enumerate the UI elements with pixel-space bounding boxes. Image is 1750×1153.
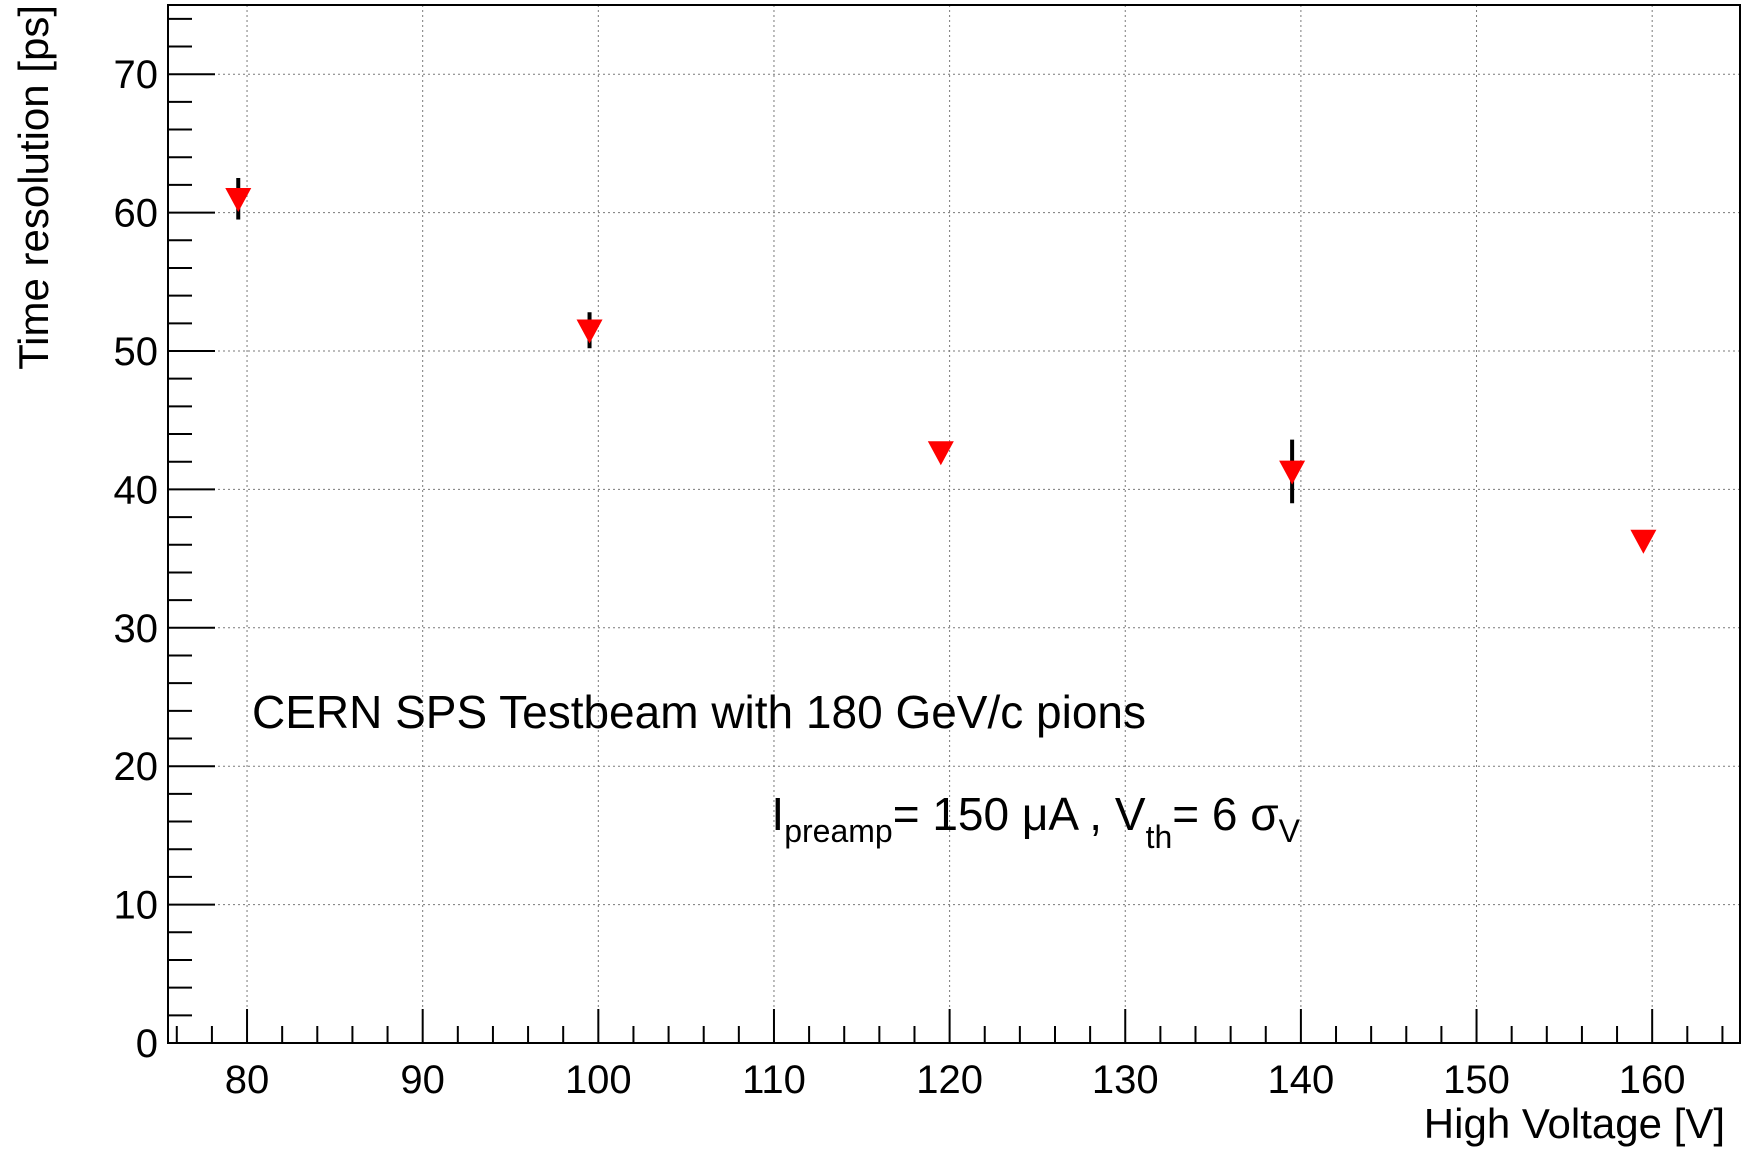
i-symbol: I	[771, 788, 784, 840]
plot-frame	[167, 4, 1741, 1044]
data-points	[225, 178, 1657, 554]
y-tick-label: 40	[114, 468, 159, 512]
x-tick-label: 120	[916, 1058, 983, 1102]
v-symbol: V	[1115, 788, 1146, 840]
x-tick-labels: 80 90 100 110 120 130 140 150 160	[225, 1058, 1686, 1102]
data-point-marker	[1630, 529, 1657, 554]
axis-ticks	[168, 17, 1724, 1044]
x-tick-label: 100	[565, 1058, 632, 1102]
y-tick-labels: 0 10 20 30 40 50 60 70	[114, 53, 159, 1066]
x-tick-label: 150	[1443, 1058, 1510, 1102]
v-value: = 6 σ	[1172, 788, 1278, 840]
grid	[168, 5, 1740, 1043]
y-tick-label: 20	[114, 745, 159, 789]
y-tick-label: 30	[114, 607, 159, 651]
sigma-subscript: V	[1279, 813, 1301, 849]
x-tick-label: 90	[400, 1058, 445, 1102]
y-axis-title: Time resolution [ps]	[10, 5, 57, 370]
y-tick-label: 70	[114, 53, 159, 97]
x-tick-label: 160	[1619, 1058, 1686, 1102]
x-tick-label: 80	[225, 1058, 270, 1102]
x-axis-title: High Voltage [V]	[1424, 1100, 1725, 1147]
data-point-marker	[225, 187, 252, 212]
x-tick-label: 110	[742, 1058, 806, 1102]
data-point-marker	[1279, 460, 1306, 485]
data-point-marker	[927, 441, 954, 466]
data-point-marker	[576, 319, 603, 344]
x-tick-label: 140	[1268, 1058, 1335, 1102]
annotation-testbeam: CERN SPS Testbeam with 180 GeV/c pions	[252, 686, 1146, 738]
i-value: = 150 μA ,	[893, 788, 1115, 840]
x-tick-label: 130	[1092, 1058, 1159, 1102]
y-tick-label: 10	[114, 884, 159, 928]
y-tick-label: 60	[114, 192, 159, 236]
annotation-settings: Ipreamp= 150 μA , Vth= 6 σV	[771, 788, 1300, 855]
y-tick-label: 0	[136, 1022, 158, 1066]
i-subscript: preamp	[784, 813, 893, 849]
y-tick-label: 50	[114, 330, 159, 374]
v-subscript: th	[1146, 819, 1173, 855]
